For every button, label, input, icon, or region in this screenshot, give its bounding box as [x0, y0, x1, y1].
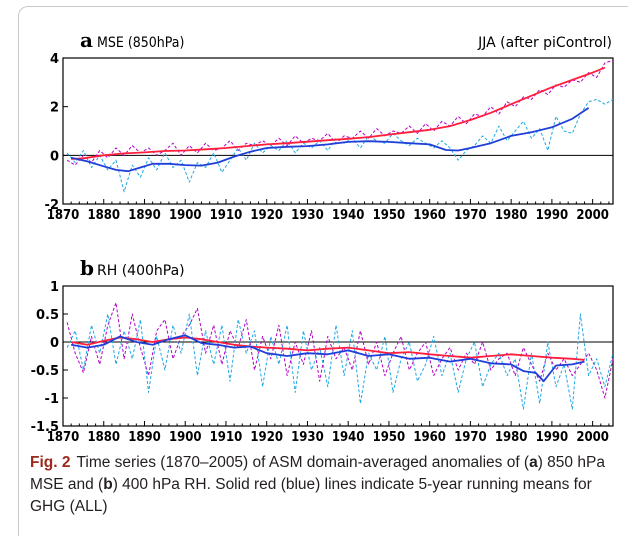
panel-b-y-tick-label: 0	[50, 336, 59, 351]
panel-a-x-tick-label: 1930	[291, 208, 324, 223]
panel-a-x-tick-label: 1970	[454, 208, 487, 223]
panel-b-series-cyan_dash-dashed	[66, 313, 614, 410]
caption-text-2: ) 850 hPa MSE and (	[30, 454, 605, 493]
panel-a-y-tick-label: 2	[50, 101, 59, 116]
caption-text-3: ) 400 hPa RH. Solid red (blue) lines ind…	[30, 476, 592, 515]
panel-b-x-tick-label: 2000	[576, 430, 609, 445]
panel-b-series-blue-solid	[70, 334, 585, 383]
panel-a-x-tick-label: 1940	[332, 208, 365, 223]
panel-b-x-tick-label: 1960	[413, 430, 446, 445]
panel-b-y-tick-label: -1.5	[31, 420, 59, 435]
panel-b-plot-area	[62, 285, 614, 427]
panel-a-x-tick-label: 1920	[250, 208, 283, 223]
panel-b-x-tick-label: 1990	[536, 430, 569, 445]
panel-a-chart: a MSE (850hPa) JJA (after piControl) 187…	[45, 28, 614, 223]
panel-b-x-tick-label: 1900	[169, 430, 202, 445]
figure-caption: Fig. 2 Time series (1870–2005) of ASM dom…	[30, 452, 625, 518]
panel-a-x-tick-label: 1900	[169, 208, 202, 223]
panel-a-x-tick-label: 1990	[536, 208, 569, 223]
panel-b-letter: b	[80, 256, 94, 280]
panel-a-x-tick-label: 1890	[128, 208, 161, 223]
caption-letter-b: b	[103, 476, 113, 493]
panel-a-x-tick-label: 1980	[495, 208, 528, 223]
panel-a-x-tick-label: 1870	[47, 208, 80, 223]
panel-a-series-cyan_dash-dashed	[66, 98, 614, 193]
panel-a-y-tick-label: -2	[45, 198, 59, 213]
caption-letter-a: a	[529, 454, 538, 471]
panel-b-x-tick-label: 1980	[495, 430, 528, 445]
panel-b-chart: b RH (400hPa) 1870 1880 1890 1900 1910 1920 19…	[31, 256, 614, 445]
panel-a-annotation: JJA (after piControl)	[477, 35, 612, 51]
panel-a-x-tick-label: 1960	[413, 208, 446, 223]
panel-b-title: RH (400hPa)	[97, 263, 185, 279]
panel-a-y-tick-label: 0	[50, 149, 59, 164]
panel-a-x-tick-label: 1950	[373, 208, 406, 223]
panel-a-x-tick-label: 1880	[87, 208, 120, 223]
caption-text-1: Time series (1870–2005) of ASM domain-av…	[76, 454, 530, 471]
figure-canvas: a MSE (850hPa) JJA (after piControl) 187…	[31, 28, 614, 445]
figure-frame	[18, 6, 628, 536]
panel-a-x-tick-label: 1910	[210, 208, 243, 223]
panel-b-y-tick-label: -0.5	[31, 364, 59, 379]
panel-b-x-tick-label: 1930	[291, 430, 324, 445]
panel-a-letter: a	[80, 28, 93, 52]
panel-a-plot-area	[62, 57, 614, 205]
panel-b-y-tick-label: 1	[50, 280, 59, 295]
panel-b-x-tick-label: 1920	[250, 430, 283, 445]
panel-a-series-magenta_dash-dashed	[66, 59, 614, 166]
figure-label: Fig. 2	[30, 454, 71, 471]
panel-b-x-tick-label: 1950	[373, 430, 406, 445]
panel-b-x-tick-label: 1970	[454, 430, 487, 445]
panel-a-series-red-solid	[71, 66, 606, 160]
panel-a-series-blue-solid	[70, 107, 590, 173]
panel-b-x-tick-label: 1940	[332, 430, 365, 445]
panel-a-y-tick-label: 4	[50, 52, 59, 67]
panel-b-x-tick-label: 1890	[128, 430, 161, 445]
panel-b-x-tick-label: 1870	[47, 430, 80, 445]
panel-b-y-tick-label: -1	[45, 392, 59, 407]
panel-a-x-tick-label: 2000	[576, 208, 609, 223]
panel-b-x-tick-label: 1910	[210, 430, 243, 445]
panel-b-x-tick-label: 1880	[87, 430, 120, 445]
panel-b-series-red-solid	[70, 336, 585, 361]
panel-b-y-tick-label: 0.5	[36, 308, 59, 323]
panel-a-title: MSE (850hPa)	[97, 35, 184, 51]
